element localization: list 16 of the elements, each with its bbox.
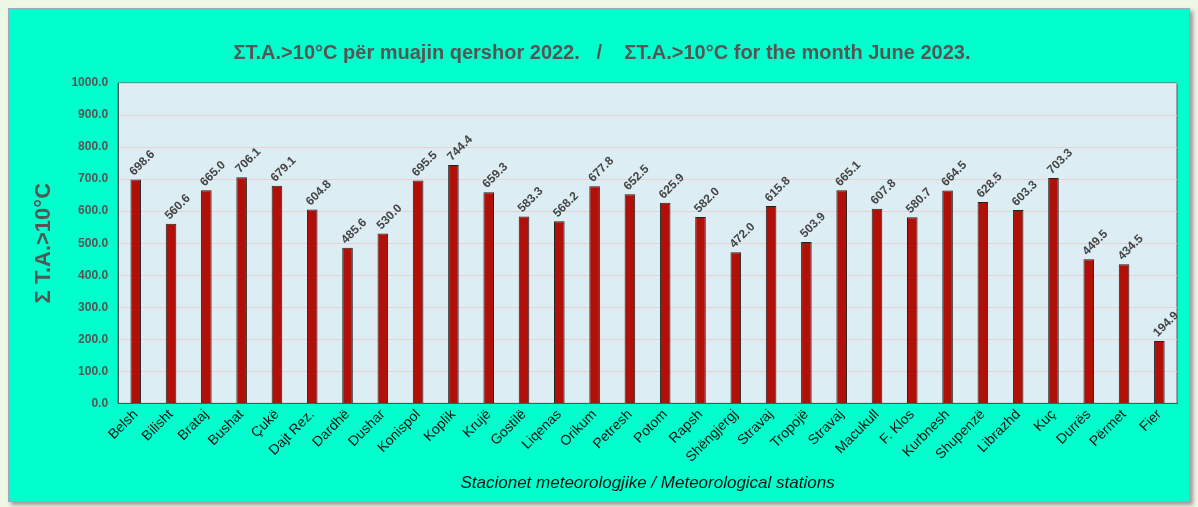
y-tick-label: 500.0 xyxy=(78,235,109,250)
x-tick-label: Fier xyxy=(1135,405,1165,435)
y-tick-label: 900.0 xyxy=(78,107,109,122)
x-tick-label: Kuç xyxy=(1029,405,1059,435)
chart-title: ΣT.A.>10°C për muajin qershor 2022. / ΣT.A.>10°C for the month June 2023. xyxy=(233,40,971,63)
y-tick-label: 200.0 xyxy=(78,331,109,346)
y-tick-label: 700.0 xyxy=(78,171,109,186)
y-tick-label: 300.0 xyxy=(78,299,109,314)
y-tick-label: 600.0 xyxy=(78,203,109,218)
y-tick-label: 0.0 xyxy=(91,395,109,410)
y-axis-title: Σ T.A.>10°C xyxy=(30,182,56,304)
y-tick-label: 100.0 xyxy=(78,363,109,378)
y-tick-label: 400.0 xyxy=(78,267,109,282)
y-tick-label: 1000.0 xyxy=(71,75,109,90)
y-tick-label: 800.0 xyxy=(78,139,109,154)
x-axis-title: Stacionet meteorologjike / Meteorological stations xyxy=(460,472,836,492)
